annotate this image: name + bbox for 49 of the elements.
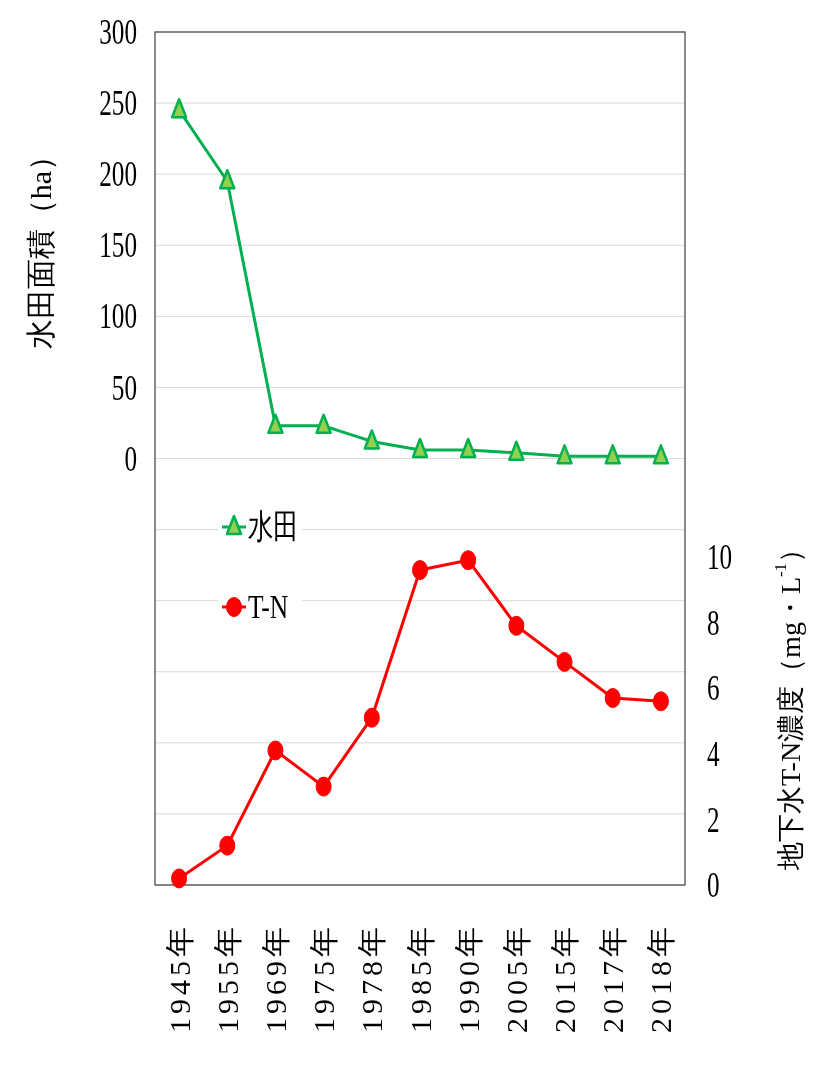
legend-label: 水田 (248, 507, 299, 547)
y2-tick-label: 8 (707, 602, 720, 643)
y-axis-title: 水田面積（ha） (23, 140, 57, 350)
point (460, 550, 477, 571)
point (363, 429, 381, 450)
point (412, 560, 428, 581)
y2-tick-label: 2 (707, 799, 720, 840)
point (267, 413, 284, 435)
x-tick-label: 2018年 (644, 923, 678, 1033)
x-tick-label: 1985年 (403, 923, 437, 1033)
y-tick-label: 0 (124, 438, 137, 479)
point (556, 444, 573, 465)
x-tick-label: 1978年 (355, 923, 389, 1033)
x-tick-label: 1990年 (451, 923, 485, 1033)
point (171, 868, 188, 889)
point (508, 615, 525, 636)
point (508, 440, 525, 462)
x-tick-label: 1975年 (307, 923, 341, 1033)
y-tick-label: 250 (99, 82, 137, 124)
y2-tick-label: 6 (707, 667, 720, 709)
point (219, 835, 236, 856)
y-tick-label: 200 (99, 153, 137, 195)
point (652, 444, 670, 465)
y-tick-label: 150 (99, 224, 137, 266)
point (556, 651, 573, 672)
point (315, 413, 332, 435)
point (411, 437, 429, 459)
x-tick-label: 2015年 (548, 923, 582, 1033)
x-tick-label: 1969年 (258, 923, 292, 1033)
point (652, 691, 669, 712)
y-tick-label: 300 (99, 11, 137, 53)
point (604, 688, 621, 708)
y2-tick-label: 0 (707, 864, 720, 906)
x-tick-label: 2005年 (499, 923, 533, 1033)
x-tick-label: 1945年 (162, 923, 196, 1033)
point (363, 707, 380, 728)
x-tick-label: 1955年 (210, 923, 244, 1033)
point (604, 444, 621, 465)
y-tick-label: 50 (111, 367, 137, 408)
y2-tick-label: 10 (707, 536, 733, 578)
y-tick-label: 100 (99, 296, 137, 337)
point (459, 437, 477, 459)
legend-label: T-N (248, 587, 289, 627)
x-tick-label: 2017年 (596, 923, 630, 1033)
point (170, 97, 188, 119)
point (219, 169, 236, 190)
point (267, 740, 284, 761)
y2-tick-label: 4 (707, 733, 720, 775)
point (315, 776, 332, 797)
